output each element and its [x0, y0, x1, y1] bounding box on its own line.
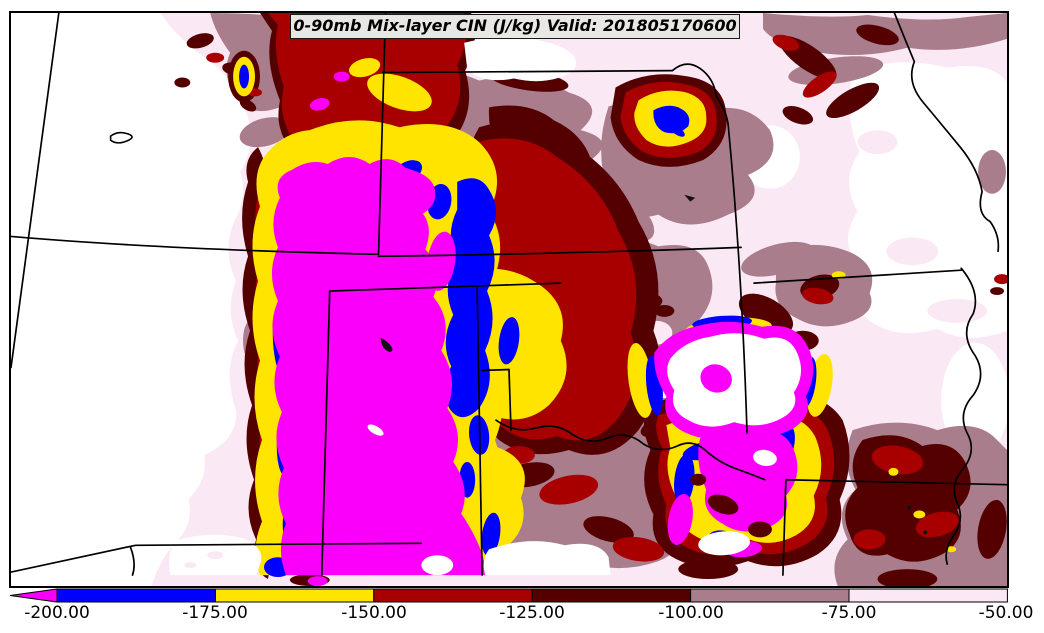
- river-central-mo: [753, 269, 963, 284]
- border-nv-ut: [11, 13, 60, 369]
- cin-contour-field: [11, 13, 1007, 586]
- colorbar-under-arrow: [9, 588, 58, 603]
- border-104w: [377, 13, 387, 256]
- colorbar-segment-1: [214, 588, 375, 603]
- map-frame: [9, 11, 1009, 588]
- border-co-nm: [320, 282, 562, 576]
- geo-marks: [109, 131, 928, 535]
- border-mo-ar: [785, 478, 1007, 486]
- state-borders: [11, 13, 1007, 576]
- small-lake-icon: [380, 337, 393, 352]
- river-missouri-ne: [671, 63, 729, 126]
- colorbar-segment-3: [531, 588, 692, 603]
- colorbar-tick-label-6: -50.00: [978, 603, 1034, 623]
- colorbar-tick-label-4: -100.00: [658, 603, 724, 623]
- map-dot: [907, 505, 912, 510]
- colorbar-tick-label-3: -125.00: [499, 603, 565, 623]
- border-37n-west: [11, 235, 379, 256]
- colorbar-segment-5: [848, 588, 1008, 603]
- colorbar-segment-2: [373, 588, 533, 603]
- map-title: 0-90mb Mix-layer CIN (J/kg) Valid: 20180…: [293, 16, 737, 35]
- title-box: 0-90mb Mix-layer CIN (J/kg) Valid: 20180…: [290, 14, 740, 39]
- colorbar-segment-0: [56, 588, 216, 603]
- colorbar-tick-label-0: -200.00: [24, 603, 90, 623]
- border-ks-mo: [727, 123, 748, 434]
- border-sw-corner: [11, 542, 423, 576]
- colorbar-tick-label-1: -175.00: [182, 603, 248, 623]
- colorbar-tick-label-5: -75.00: [821, 603, 877, 623]
- border-41n: [377, 246, 742, 258]
- colorbar: [9, 588, 1008, 603]
- map-dot: [923, 530, 928, 535]
- river-mississippi: [945, 267, 982, 565]
- colorbar-segment-4: [690, 588, 850, 603]
- river-missouri-mo: [893, 13, 1000, 253]
- border-ne-north: [381, 69, 674, 74]
- colorbar-tick-label-2: -150.00: [341, 603, 407, 623]
- contour-layer-white-pockets: [464, 36, 576, 82]
- river-red: [495, 419, 766, 481]
- border-ok-ar: [782, 478, 787, 576]
- lake-icon: [109, 131, 133, 144]
- small-mark: [684, 194, 696, 202]
